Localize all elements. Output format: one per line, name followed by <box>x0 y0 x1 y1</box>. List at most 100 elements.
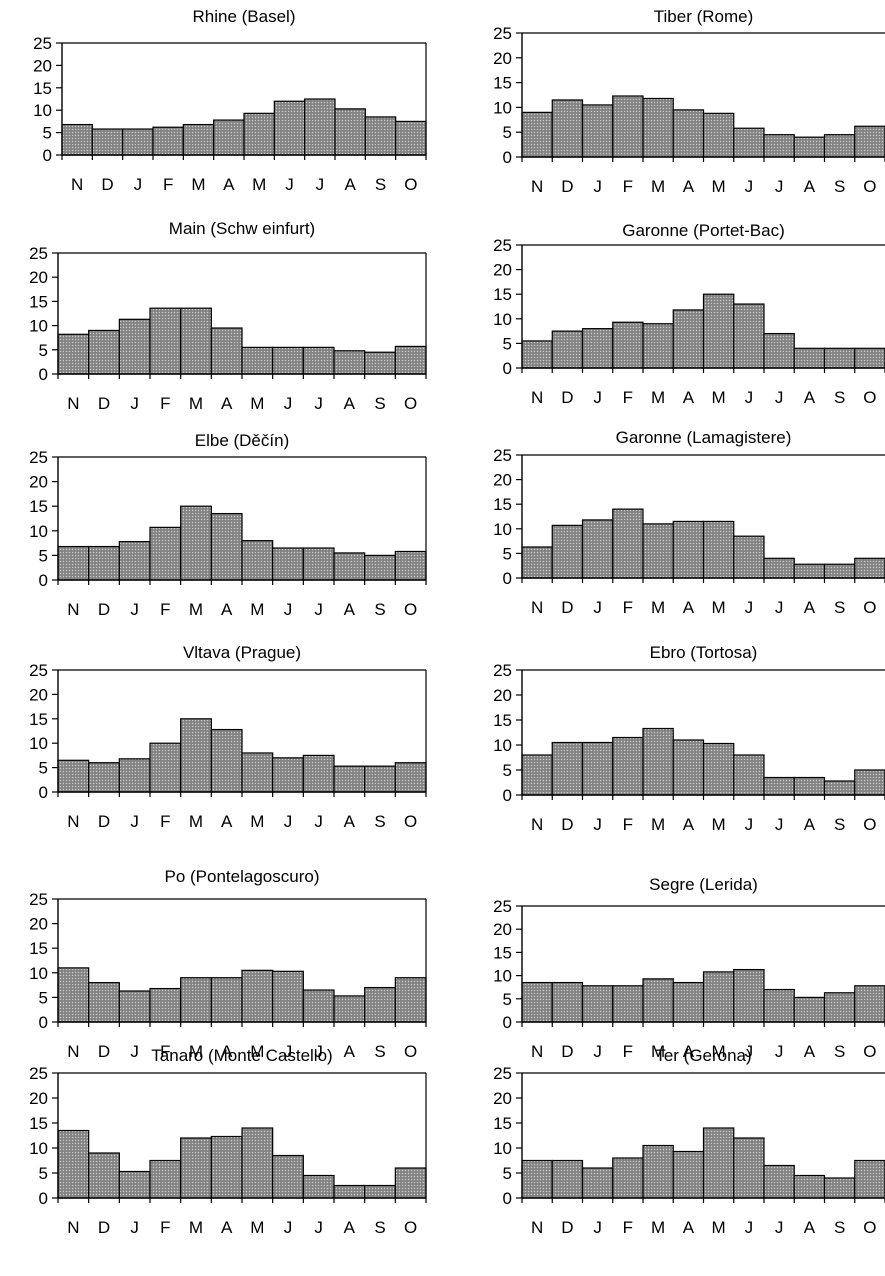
bar <box>854 769 885 796</box>
x-tick-label: S <box>834 1218 845 1237</box>
y-tick-label: 15 <box>33 79 52 98</box>
bar <box>333 995 366 1023</box>
y-tick-label: 25 <box>29 1064 48 1083</box>
chart-title: Garonne (Lamagistere) <box>616 428 792 447</box>
x-tick-label: A <box>223 175 235 194</box>
x-tick-label: J <box>316 175 325 194</box>
bar <box>57 967 90 1023</box>
x-tick-label: J <box>284 812 293 831</box>
x-tick-label: N <box>67 812 79 831</box>
x-tick-label: J <box>745 815 754 834</box>
y-tick-label: 15 <box>493 285 512 304</box>
y-tick-label: 15 <box>29 292 48 311</box>
y-tick-label: 5 <box>503 544 512 563</box>
x-tick-label: N <box>67 1042 79 1061</box>
y-tick-label: 20 <box>33 56 52 75</box>
bar <box>57 545 90 581</box>
bar <box>394 550 427 581</box>
x-tick-label: M <box>250 812 264 831</box>
x-tick-label: A <box>221 1218 233 1237</box>
bar <box>210 977 243 1023</box>
y-tick-label: 5 <box>43 124 52 143</box>
x-tick-label: F <box>163 175 173 194</box>
y-tick-label: 15 <box>29 1114 48 1133</box>
x-tick-label: O <box>404 1042 417 1061</box>
x-tick-label: D <box>98 394 110 413</box>
bar <box>854 347 885 369</box>
x-tick-label: N <box>531 177 543 196</box>
x-tick-label: S <box>374 600 385 619</box>
y-tick-label: 0 <box>39 365 48 384</box>
y-tick-label: 25 <box>29 890 48 909</box>
y-tick-label: 20 <box>29 915 48 934</box>
y-tick-label: 0 <box>503 1013 512 1032</box>
bar <box>395 120 427 156</box>
y-tick-label: 20 <box>493 261 512 280</box>
bar <box>333 765 366 793</box>
bar <box>272 346 304 375</box>
bar <box>394 1167 427 1199</box>
bar <box>149 987 182 1023</box>
x-tick-label: J <box>314 394 323 413</box>
bar <box>302 1174 335 1199</box>
bar <box>551 981 584 1023</box>
bar <box>182 123 215 156</box>
x-tick-label: D <box>561 1218 573 1237</box>
bar <box>272 547 304 581</box>
bar <box>364 116 397 156</box>
y-tick-label: 0 <box>503 786 512 805</box>
bar <box>702 112 735 158</box>
y-tick-label: 15 <box>493 711 512 730</box>
x-tick-label: J <box>775 388 784 407</box>
x-tick-label: M <box>189 1218 203 1237</box>
bar <box>763 988 795 1023</box>
x-tick-label: F <box>623 815 633 834</box>
bar <box>702 971 735 1023</box>
x-tick-label: A <box>344 1042 356 1061</box>
x-tick-label: J <box>130 1218 139 1237</box>
bar <box>612 736 644 796</box>
x-tick-label: N <box>67 600 79 619</box>
bar <box>793 996 826 1023</box>
x-tick-label: J <box>130 1042 139 1061</box>
x-tick-label: F <box>160 1042 170 1061</box>
y-tick-label: 10 <box>493 1139 512 1158</box>
x-tick-label: A <box>344 1218 356 1237</box>
bar <box>672 309 705 369</box>
bar <box>88 982 120 1023</box>
x-tick-label: S <box>374 1218 385 1237</box>
x-tick-label: A <box>221 600 233 619</box>
y-tick-label: 15 <box>493 1114 512 1133</box>
y-tick-label: 15 <box>493 495 512 514</box>
x-tick-label: J <box>314 812 323 831</box>
x-tick-label: D <box>561 598 573 617</box>
x-tick-label: A <box>683 598 695 617</box>
bar <box>364 554 396 581</box>
bar <box>152 126 184 156</box>
x-tick-label: J <box>284 394 293 413</box>
bar <box>612 508 644 579</box>
x-tick-label: A <box>344 600 356 619</box>
bar <box>272 970 304 1023</box>
y-tick-label: 15 <box>29 710 48 729</box>
x-tick-label: S <box>375 175 386 194</box>
x-tick-label: D <box>101 175 113 194</box>
bar <box>521 754 553 796</box>
y-tick-label: 5 <box>39 988 48 1007</box>
x-tick-label: M <box>651 177 665 196</box>
bar <box>243 112 275 156</box>
bar <box>304 98 336 156</box>
x-tick-label: A <box>804 815 816 834</box>
y-tick-label: 10 <box>493 310 512 329</box>
x-tick-label: M <box>250 600 264 619</box>
y-tick-label: 0 <box>39 783 48 802</box>
bar <box>642 97 674 158</box>
bar <box>333 350 366 375</box>
bar <box>394 762 427 793</box>
bar <box>823 563 856 579</box>
y-tick-label: 5 <box>39 759 48 778</box>
bar <box>241 752 274 793</box>
bar <box>241 1127 274 1199</box>
